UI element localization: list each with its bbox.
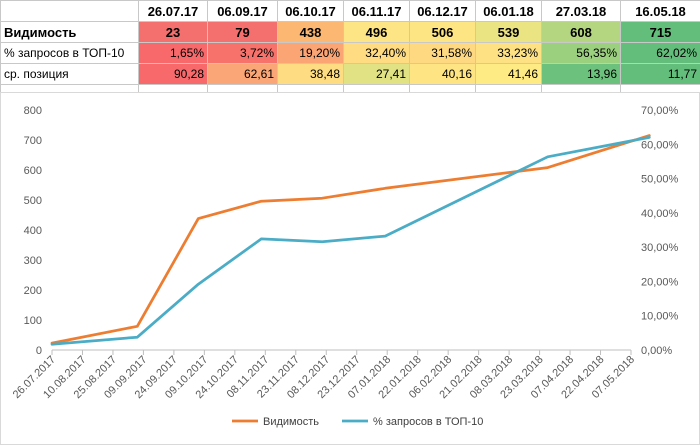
y-left-tick-label: 800 [24, 105, 42, 117]
table-cell: 56,35% [541, 42, 621, 64]
y-left-tick-label: 200 [24, 285, 42, 297]
table-cell: 90,28 [138, 63, 208, 85]
table-row: % запросов в ТОП-10 1,65% 3,72% 19,20% 32,40… [0, 42, 700, 64]
header-cell [0, 0, 139, 22]
y-left-tick-label: 0 [36, 345, 42, 357]
header-cell: 06.12.17 [409, 0, 476, 22]
table-cell: 79 [207, 21, 278, 43]
series-lines [50, 134, 651, 346]
legend-label: % запросов в ТОП-10 [373, 416, 483, 428]
header-cell: 27.03.18 [541, 0, 621, 22]
y-left-tick-label: 500 [24, 195, 42, 207]
row-label: Видимость [0, 21, 139, 43]
data-table: 26.07.17 06.09.17 06.10.17 06.11.17 06.12.17… [0, 0, 700, 106]
header-cell: 16.05.18 [620, 0, 700, 22]
table-header-row: 26.07.17 06.09.17 06.10.17 06.11.17 06.12.17… [0, 0, 700, 22]
y-right-tick-label: 40,00% [641, 208, 679, 220]
y-left-tick-label: 300 [24, 255, 42, 267]
y-right-tick-label: 30,00% [641, 242, 679, 254]
y-left-tick-label: 700 [24, 135, 42, 147]
y-right-tick-label: 20,00% [641, 276, 679, 288]
header-cell: 06.09.17 [207, 0, 278, 22]
table-cell: 3,72% [207, 42, 278, 64]
table-cell: 19,20% [277, 42, 344, 64]
y-axis-right: 0,00% 10,00% 20,00% 30,00% 40,00% 50,00% 60,00… [641, 105, 679, 357]
table-cell: 1,65% [138, 42, 208, 64]
table-cell: 23 [138, 21, 208, 43]
header-cell: 06.11.17 [343, 0, 410, 22]
table-cell: 608 [541, 21, 621, 43]
table-cell: 33,23% [475, 42, 542, 64]
series-line-1 [50, 136, 651, 346]
table-cell: 539 [475, 21, 542, 43]
legend: Видимость % запросов в ТОП-10 [232, 416, 483, 428]
table-cell: 13,96 [541, 63, 621, 85]
y-left-tick-label: 600 [24, 165, 42, 177]
table-cell: 438 [277, 21, 344, 43]
header-cell: 26.07.17 [138, 0, 208, 22]
y-right-tick-label: 50,00% [641, 174, 679, 186]
table-cell: 496 [343, 21, 410, 43]
legend-label: Видимость [263, 416, 319, 428]
y-axis-left: 0 100 200 300 400 500 600 700 800 [24, 105, 42, 357]
y-right-tick-label: 70,00% [641, 105, 679, 117]
table-cell: 27,41 [343, 63, 410, 85]
header-cell: 06.10.17 [277, 0, 344, 22]
table-cell: 62,61 [207, 63, 278, 85]
table-cell: 38,48 [277, 63, 344, 85]
metrics-table: 26.07.17 06.09.17 06.10.17 06.11.17 06.12.17… [0, 0, 700, 106]
y-left-tick-label: 400 [24, 225, 42, 237]
table-cell: 11,77 [620, 63, 700, 85]
table-cell: 715 [620, 21, 700, 43]
table-cell: 506 [409, 21, 476, 43]
row-label: ср. позиция [0, 63, 139, 85]
y-left-tick-label: 100 [24, 315, 42, 327]
table-row: Видимость 23 79 438 496 506 539 608 715 [0, 21, 700, 43]
y-right-tick-label: 60,00% [641, 139, 679, 151]
table-cell: 62,02% [620, 42, 700, 64]
table-row: ср. позиция 90,28 62,61 38,48 27,41 40,16 41,4… [0, 63, 700, 85]
line-chart: 0 100 200 300 400 500 600 700 800 0,00% 10,00% 20,… [0, 92, 700, 445]
y-right-tick-label: 10,00% [641, 311, 679, 323]
row-label: % запросов в ТОП-10 [0, 42, 139, 64]
header-cell: 06.01.18 [475, 0, 542, 22]
y-right-tick-label: 0,00% [641, 345, 672, 357]
table-cell: 40,16 [409, 63, 476, 85]
table-cell: 41,46 [475, 63, 542, 85]
table-cell: 32,40% [343, 42, 410, 64]
table-cell: 31,58% [409, 42, 476, 64]
